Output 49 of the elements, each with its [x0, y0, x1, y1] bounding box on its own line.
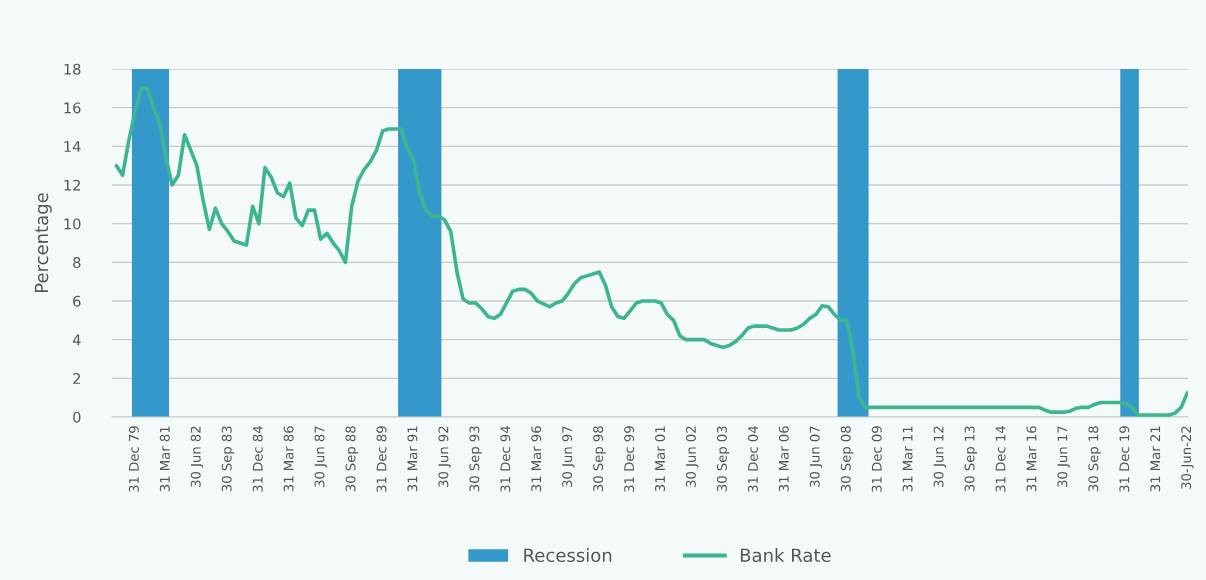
x-tick-label: 30 Jun 87	[314, 426, 327, 487]
x-tick-label: 30 Sep 18	[1088, 426, 1101, 492]
legend-label: Bank Rate	[740, 548, 831, 563]
line-series	[114, 86, 1188, 417]
x-tick-label: 31 Mar 11	[902, 426, 913, 492]
x-tick-label: 30 Sep 03	[716, 426, 730, 492]
x-tick-label: 30-Jun-22	[1181, 426, 1194, 489]
x-tick-label: 30 Sep 83	[221, 426, 235, 492]
x-tick-label: 30 Sep 98	[593, 426, 606, 492]
x-tick-label: 30 Jun 82	[190, 426, 204, 487]
x-tick-label: 30 Sep 93	[469, 426, 482, 492]
x-tick-label: 31 Mar 81	[159, 426, 170, 492]
y-tick-label: 12	[64, 179, 80, 191]
y-tick-label: 6	[73, 295, 81, 307]
x-tick-label: 30 Sep 08	[840, 426, 854, 492]
x-tick-label: 31 Mar 91	[407, 426, 418, 492]
x-tick-label: 30 Jun 07	[809, 426, 823, 487]
x-tick-label: 30 Jun 97	[562, 426, 575, 487]
legend-label: Recession	[524, 548, 612, 563]
x-tick-label: 31 Dec 09	[871, 426, 882, 492]
x-tick-label: 30 Jun 02	[685, 426, 699, 487]
x-tick-label: 31 Dec 79	[128, 426, 139, 492]
x-tick-label: 30 Jun 92	[438, 426, 451, 487]
x-tick-label: 31 Dec 89	[376, 426, 387, 492]
y-tick-label: 2	[73, 373, 80, 384]
x-tick-label: 31 Mar 16	[1026, 426, 1037, 492]
x-tick-label: 31 Dec 14	[995, 426, 1006, 492]
y-axis-title: Percentage	[34, 193, 52, 293]
y-tick-label: 10	[64, 218, 81, 230]
x-tick-label: 30 Jun 12	[933, 426, 947, 487]
x-tick-label: 30 Sep 88	[345, 426, 359, 492]
x-tick-label: 30 Sep 13	[964, 426, 978, 492]
y-tick-label: 14	[64, 141, 81, 152]
x-tick-label: 31 Dec 94	[500, 426, 511, 492]
x-tick-label: 30 Jun 17	[1057, 426, 1070, 487]
x-tick-label: 31 Dec 99	[624, 426, 635, 492]
y-tick-label: 4	[72, 334, 81, 346]
x-tick-label: 31 Mar 86	[283, 426, 294, 492]
x-tick-label: 31 Dec 84	[252, 426, 263, 492]
x-tick-label: 31 Mar 06	[778, 426, 789, 492]
x-tick-label: 31 Dec 19	[1119, 426, 1130, 492]
y-tick-label: 8	[73, 257, 81, 269]
y-tick-label: 16	[64, 102, 81, 114]
x-tick-label: 31 Mar 01	[655, 426, 666, 492]
x-tick-label: 31 Mar 96	[531, 426, 542, 492]
x-tick-label: 31 Dec 04	[747, 426, 758, 492]
y-tick-label: 0	[73, 411, 81, 423]
x-tick-label: 31 Mar 21	[1150, 426, 1161, 492]
y-tick-label: 18	[64, 63, 81, 75]
